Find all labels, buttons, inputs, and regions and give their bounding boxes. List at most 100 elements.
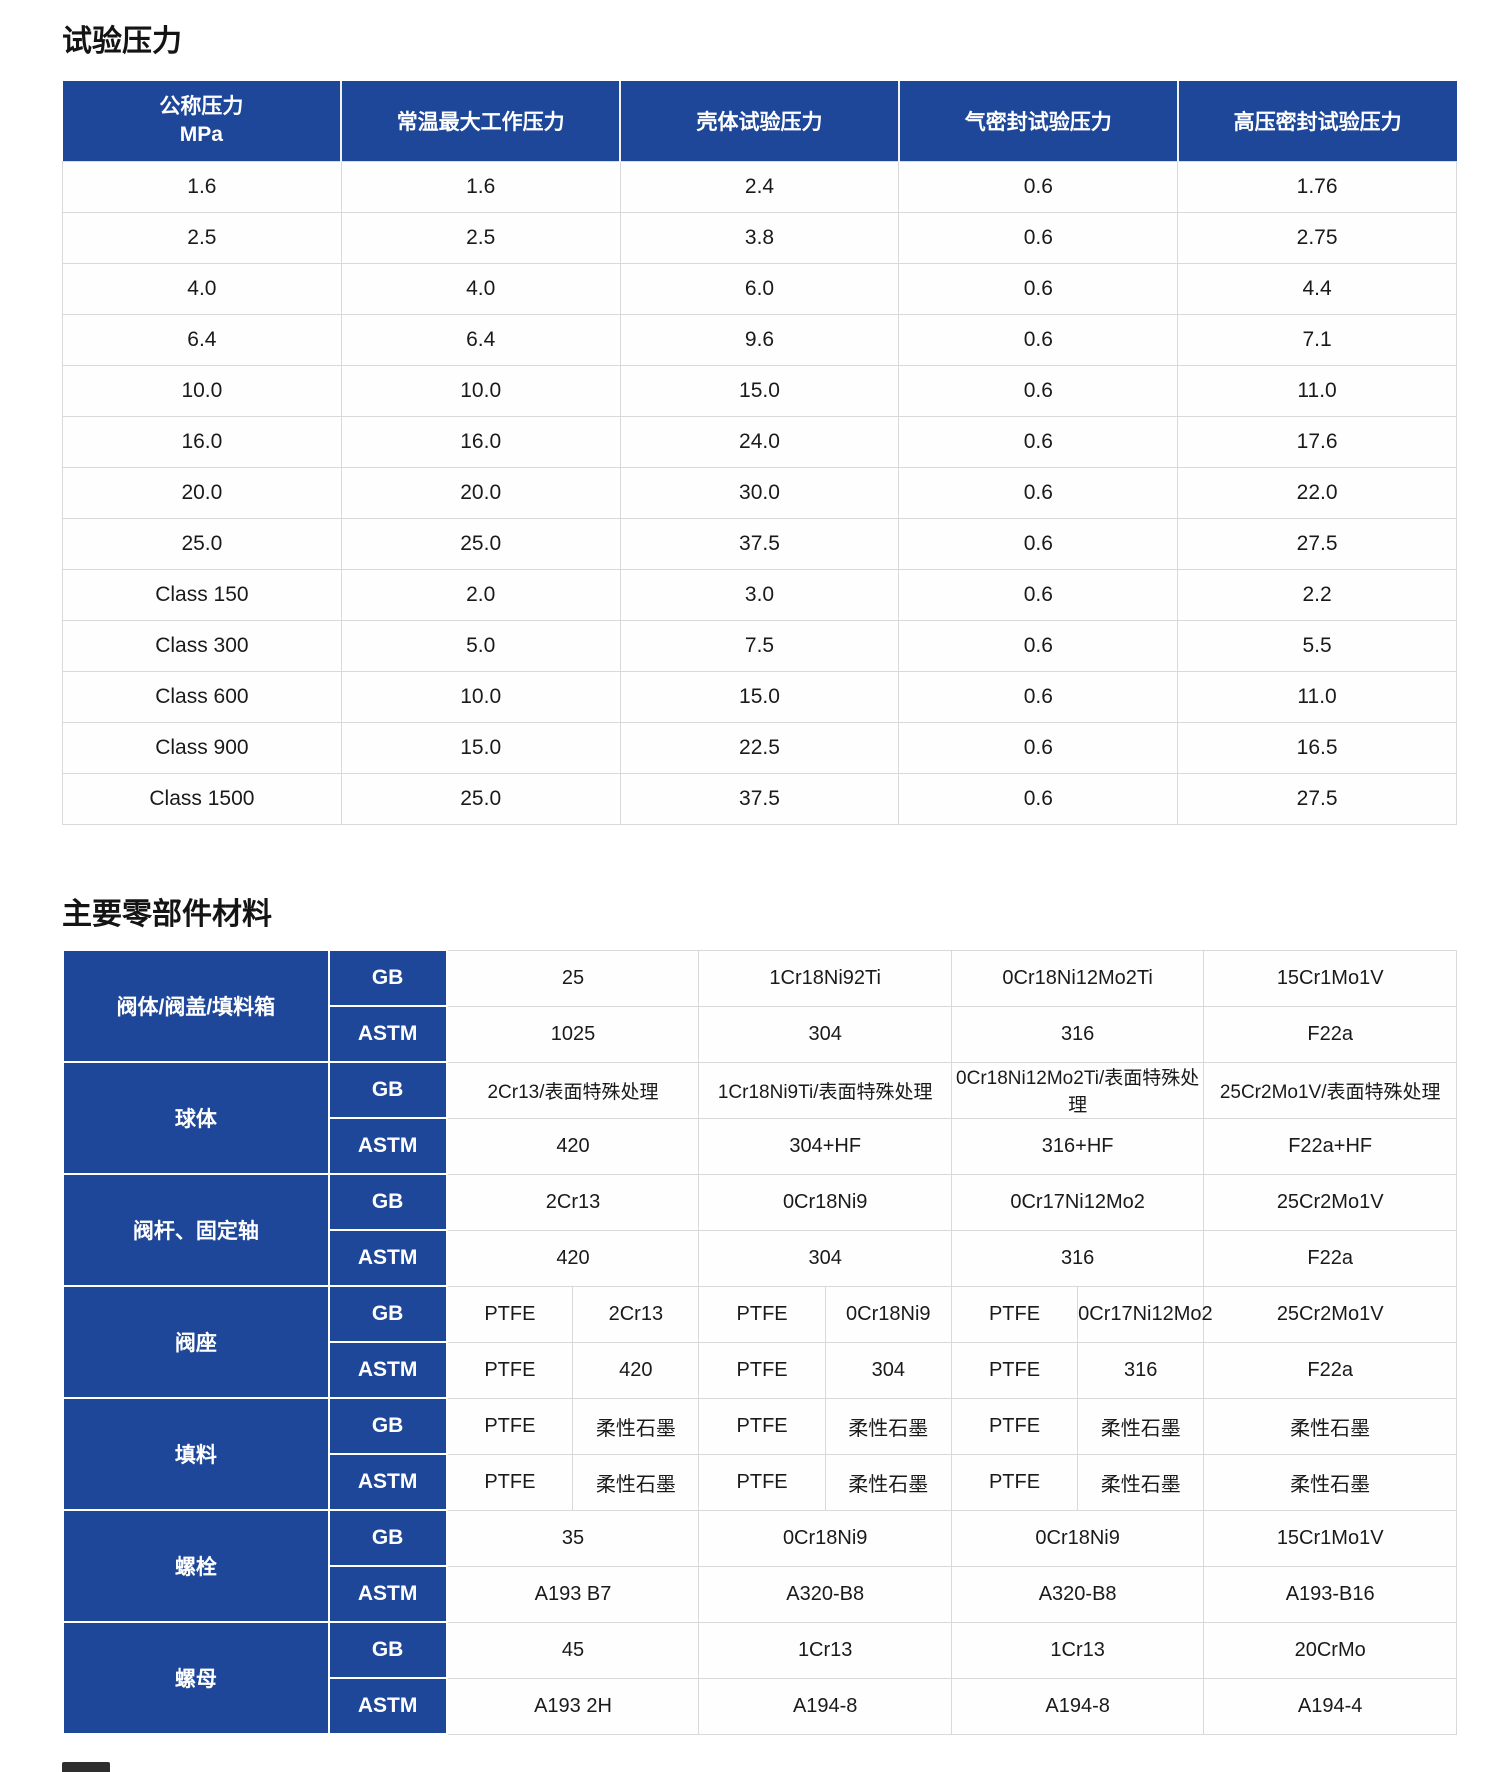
table-cell: PTFE [950, 1285, 1079, 1343]
table-row: ASTM PTFE 柔性石墨 PTFE 柔性石墨 PTFE 柔性石墨 柔性石墨 [63, 1453, 1457, 1511]
table-row: 4.0 4.0 6.0 0.6 4.4 [62, 263, 1457, 315]
table-cell: 6.4 [340, 314, 621, 366]
table-cell: 0Cr17Ni12Mo2 [1077, 1285, 1213, 1343]
table-cell: 420 [446, 1117, 700, 1175]
table-cell: PTFE [446, 1285, 574, 1343]
table-cell: A193-B16 [1203, 1565, 1457, 1623]
table-cell: 2.2 [1177, 569, 1457, 621]
table-cell: 30.0 [619, 467, 900, 519]
materials-table: 阀体/阀盖/填料箱 GB 25 1Cr18Ni92Ti 0Cr18Ni12Mo2… [62, 949, 1457, 1735]
table-cell: A193 2H [446, 1677, 700, 1735]
table-row: 1.6 1.6 2.4 0.6 1.76 [62, 161, 1457, 213]
table-cell: 22.0 [1177, 467, 1457, 519]
table-cell: 0.6 [898, 773, 1179, 825]
table-cell: 2.4 [619, 161, 900, 213]
table-cell: 0Cr18Ni12Mo2Ti/表面特殊处理 [950, 1061, 1205, 1119]
table-cell: 2Cr13 [572, 1285, 700, 1343]
table-cell: 25.0 [62, 518, 342, 570]
table-cell: 316+HF [950, 1117, 1205, 1175]
standard-label-astm: ASTM [327, 1117, 448, 1175]
table-cell: 柔性石墨 [1077, 1453, 1205, 1511]
table-cell: 22.5 [619, 722, 900, 774]
table-cell: PTFE [446, 1397, 574, 1455]
component-label-ball: 球体 [62, 1061, 330, 1175]
table-cell: 17.6 [1177, 416, 1457, 468]
table-cell: PTFE [698, 1285, 826, 1343]
standard-label-astm: ASTM [327, 1565, 448, 1623]
table-cell: 25.0 [340, 773, 621, 825]
table-cell: 304+HF [698, 1117, 952, 1175]
table-cell: PTFE [698, 1341, 826, 1399]
table-cell: 0.6 [898, 212, 1179, 264]
table-cell: 柔性石墨 [1203, 1397, 1457, 1455]
standard-label-gb: GB [327, 1173, 448, 1231]
table-row: Class 600 10.0 15.0 0.6 11.0 [62, 671, 1457, 723]
table-row: ASTM A193 2H A194-8 A194-8 A194-4 [63, 1677, 1457, 1735]
table-cell: 25 [446, 949, 700, 1007]
table-cell: 2.5 [62, 212, 342, 264]
table-cell: 0.6 [898, 161, 1179, 213]
table-cell: 2.5 [340, 212, 621, 264]
table-cell: 2Cr13 [446, 1173, 700, 1231]
table-row: 螺栓 GB 35 0Cr18Ni9 0Cr18Ni9 15Cr1Mo1V [62, 1509, 1457, 1623]
table-cell: 304 [698, 1005, 952, 1063]
table-cell: Class 150 [62, 569, 342, 621]
table-cell: F22a [1203, 1005, 1457, 1063]
table-cell: 1Cr18Ni9Ti/表面特殊处理 [698, 1061, 952, 1119]
table-cell: 1Cr18Ni92Ti [698, 949, 952, 1007]
table-cell: 20.0 [340, 467, 621, 519]
table-row: Class 150 2.0 3.0 0.6 2.2 [62, 569, 1457, 621]
table-cell: Class 300 [62, 620, 342, 672]
component-label-bolt: 螺栓 [62, 1509, 330, 1623]
column-header-shell-test-pressure: 壳体试验压力 [619, 81, 899, 162]
table-cell: 15.0 [619, 365, 900, 417]
table-cell: 11.0 [1177, 671, 1457, 723]
table-cell: 4.0 [340, 263, 621, 315]
table-cell: 25.0 [340, 518, 621, 570]
table-cell: F22a [1203, 1229, 1457, 1287]
table-cell: 11.0 [1177, 365, 1457, 417]
table-cell: A194-8 [698, 1677, 952, 1735]
table-cell: 1Cr13 [950, 1621, 1205, 1679]
table-cell: 15Cr1Mo1V [1203, 949, 1457, 1007]
table-cell: 0.6 [898, 671, 1179, 723]
table-cell: PTFE [446, 1341, 574, 1399]
table-cell: 0.6 [898, 467, 1179, 519]
standard-label-gb: GB [327, 949, 448, 1007]
table-cell: 10.0 [340, 671, 621, 723]
table-row: ASTM 1025 304 316 F22a [63, 1005, 1457, 1063]
table-cell: A194-4 [1203, 1677, 1457, 1735]
table-cell: 0Cr18Ni9 [698, 1509, 952, 1567]
table-cell: 3.8 [619, 212, 900, 264]
table-cell: 0.6 [898, 314, 1179, 366]
table-cell: 0Cr18Ni9 [950, 1509, 1205, 1567]
component-label-seat: 阀座 [62, 1285, 330, 1399]
table-cell: 0Cr17Ni12Mo2 [950, 1173, 1205, 1231]
table-cell: 420 [572, 1341, 700, 1399]
table-cell: 25Cr2Mo1V [1203, 1285, 1457, 1343]
header-line-2: MPa [179, 123, 223, 146]
standard-label-gb: GB [327, 1397, 448, 1455]
table-cell: 柔性石墨 [1077, 1397, 1205, 1455]
table-cell: 45 [446, 1621, 700, 1679]
table-row: 25.0 25.0 37.5 0.6 27.5 [62, 518, 1457, 570]
table-cell: 16.5 [1177, 722, 1457, 774]
table-cell: 27.5 [1177, 518, 1457, 570]
spec-page: 试验压力 公称压力 MPa 常温最大工作压力 壳体试验压力 气密封试验压力 高压… [62, 25, 1457, 1735]
table-cell: F22a+HF [1203, 1117, 1457, 1175]
table-cell: 9.6 [619, 314, 900, 366]
table-row: 2.5 2.5 3.8 0.6 2.75 [62, 212, 1457, 264]
table-cell: Class 1500 [62, 773, 342, 825]
table-cell: 5.5 [1177, 620, 1457, 672]
table-cell: PTFE [698, 1453, 826, 1511]
table-row: 10.0 10.0 15.0 0.6 11.0 [62, 365, 1457, 417]
table-cell: 15.0 [619, 671, 900, 723]
section-title-test-pressure: 试验压力 [62, 25, 182, 58]
table-row: Class 900 15.0 22.5 0.6 16.5 [62, 722, 1457, 774]
table-cell: PTFE [950, 1341, 1079, 1399]
table-cell: 24.0 [619, 416, 900, 468]
table-cell: 1.76 [1177, 161, 1457, 213]
table-cell: 柔性石墨 [572, 1397, 700, 1455]
standard-label-astm: ASTM [327, 1677, 448, 1735]
table-cell: A320-B8 [698, 1565, 952, 1623]
